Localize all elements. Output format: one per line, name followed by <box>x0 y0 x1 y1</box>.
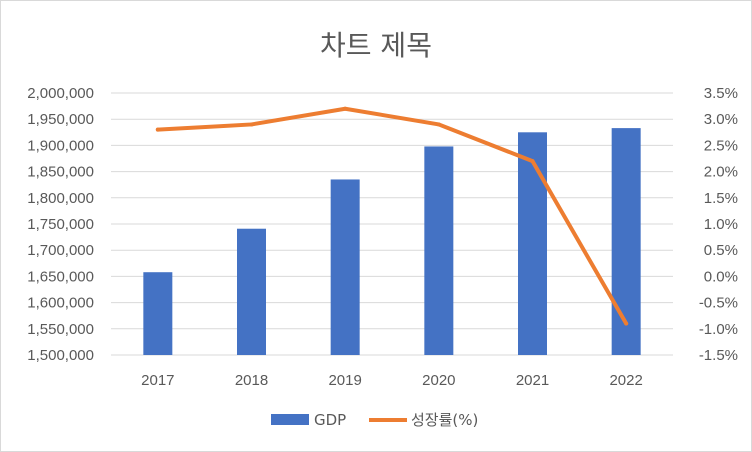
left-axis-ticks: 1,500,000 1,550,000 1,600,000 1,650,000 1,70… <box>27 85 94 364</box>
right-tick-label: -1.0% <box>699 321 738 338</box>
left-tick-label: 1,550,000 <box>27 321 94 338</box>
left-tick-label: 1,850,000 <box>27 164 94 181</box>
right-tick-label: 0.0% <box>704 268 738 285</box>
gdp-bar <box>424 146 454 355</box>
gridlines <box>111 92 673 356</box>
legend: GDP 성장률(%) <box>271 411 478 429</box>
left-tick-label: 1,500,000 <box>27 347 94 364</box>
right-tick-label: 2.0% <box>704 164 738 181</box>
right-tick-label: 3.0% <box>704 111 738 128</box>
left-tick-label: 2,000,000 <box>27 85 94 102</box>
left-tick-label: 1,600,000 <box>27 295 94 312</box>
growth-point <box>155 127 160 132</box>
growth-point <box>436 122 441 127</box>
growth-point <box>343 106 348 111</box>
x-tick-label: 2022 <box>609 372 642 389</box>
growth-line-path <box>155 106 629 326</box>
chart-title: 차트 제목 <box>320 29 432 62</box>
growth-point <box>249 122 254 127</box>
right-tick-label: -1.5% <box>699 347 738 364</box>
gdp-bars <box>143 128 641 355</box>
gdp-bar <box>611 128 641 355</box>
gdp-bar <box>143 272 173 355</box>
left-tick-label: 1,900,000 <box>27 137 94 154</box>
right-tick-label: 3.5% <box>704 85 738 102</box>
left-tick-label: 1,950,000 <box>27 111 94 128</box>
legend-swatch-gdp <box>271 414 309 425</box>
legend-label-growth: 성장률(%) <box>411 411 478 429</box>
growth-point <box>530 159 535 164</box>
left-tick-label: 1,750,000 <box>27 216 94 233</box>
right-tick-label: 1.5% <box>704 190 738 207</box>
x-tick-label: 2018 <box>235 372 268 389</box>
x-tick-label: 2021 <box>516 372 549 389</box>
right-axis-ticks: -1.5% -1.0% -0.5% 0.0% 0.5% 1.0% 1.5% 2.0% 2.5% 3… <box>699 85 738 364</box>
x-axis-ticks: 2017 2018 2019 2020 2021 2022 <box>141 372 643 389</box>
x-tick-label: 2019 <box>328 372 361 389</box>
right-tick-label: 1.0% <box>704 216 738 233</box>
gdp-bar <box>237 228 266 355</box>
right-tick-label: 0.5% <box>704 242 738 259</box>
x-tick-label: 2017 <box>141 372 174 389</box>
right-tick-label: 2.5% <box>704 137 738 154</box>
right-tick-label: -0.5% <box>699 295 738 312</box>
gdp-bar <box>518 132 547 355</box>
left-tick-label: 1,700,000 <box>27 242 94 259</box>
growth-line <box>155 106 629 326</box>
gdp-bar <box>330 179 360 355</box>
x-tick-label: 2020 <box>422 372 455 389</box>
growth-point <box>624 321 629 326</box>
left-tick-label: 1,800,000 <box>27 190 94 207</box>
legend-label-gdp: GDP <box>314 411 346 429</box>
left-tick-label: 1,650,000 <box>27 268 94 285</box>
